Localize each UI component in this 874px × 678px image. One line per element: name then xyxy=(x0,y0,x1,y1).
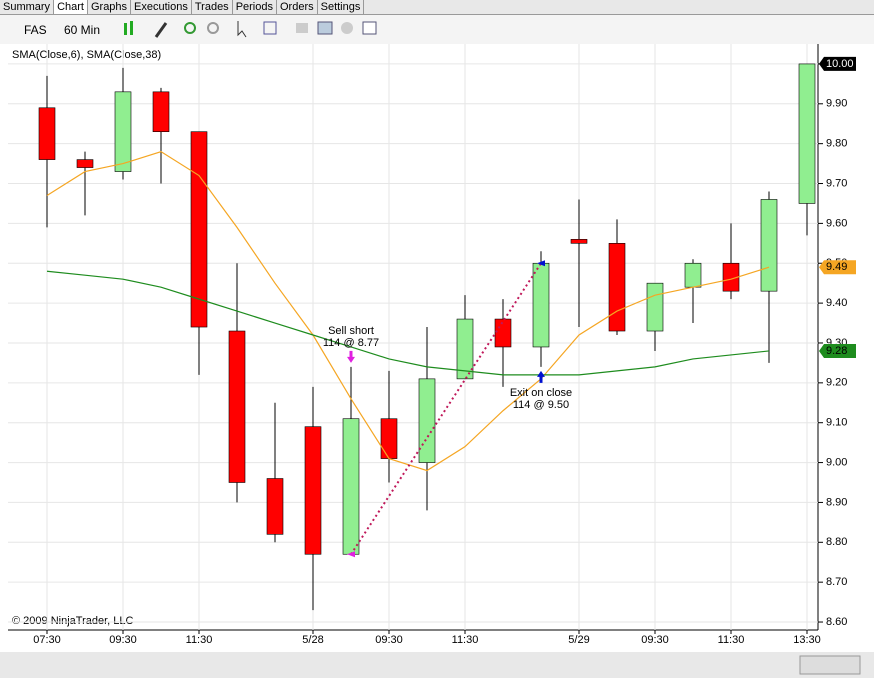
x-tick-label: 5/28 xyxy=(302,634,323,646)
icon[interactable] xyxy=(184,22,196,34)
scroll-thumb[interactable] xyxy=(799,655,861,675)
candle-body xyxy=(684,262,702,288)
tab[interactable]: Orders xyxy=(277,0,318,14)
icon[interactable] xyxy=(296,23,308,33)
candle-body xyxy=(228,330,246,483)
y-tick-label: 9.10 xyxy=(826,417,847,429)
x-tick-label: 5/29 xyxy=(568,634,589,646)
x-tick-label: 11:30 xyxy=(452,634,479,646)
annotation-sub: 114 @ 8.77 xyxy=(323,337,379,349)
y-tick-label: 9.70 xyxy=(826,177,847,189)
toolbar-icons xyxy=(124,21,377,38)
candle-body xyxy=(494,318,512,348)
x-tick-label: 13:30 xyxy=(793,634,821,646)
copyright: © 2009 NinjaTrader, LLC xyxy=(12,615,133,627)
icon[interactable] xyxy=(207,22,219,34)
candle-body xyxy=(798,63,816,204)
icon[interactable] xyxy=(237,21,247,38)
y-tick-label: 8.80 xyxy=(826,536,847,548)
icon xyxy=(130,21,133,35)
annotation-text: Exit on close xyxy=(510,387,572,399)
candle-body xyxy=(418,378,436,463)
chart: SMA(Close,6), SMA(Close,38) © 2009 Ninja… xyxy=(0,44,874,678)
y-tick-label: 9.60 xyxy=(826,217,847,229)
chart-title: SMA(Close,6), SMA(Close,38) xyxy=(12,49,161,61)
interval[interactable]: 60 Min xyxy=(64,23,101,37)
x-tick-label: 11:30 xyxy=(718,634,745,646)
y-tick-label: 8.70 xyxy=(826,576,847,588)
tab[interactable]: Executions xyxy=(131,0,192,14)
candle-body xyxy=(152,91,170,133)
x-tick-label: 09:30 xyxy=(109,634,137,646)
tab[interactable]: Summary xyxy=(0,0,55,14)
icon[interactable] xyxy=(362,21,377,35)
tab[interactable]: Periods xyxy=(233,0,277,14)
tab-bar: Summary Chart Graphs Executions Trades Period… xyxy=(0,0,874,15)
candle-body xyxy=(342,418,360,555)
icon[interactable] xyxy=(154,22,168,38)
y-tick-label: 8.90 xyxy=(826,496,847,508)
candle-body xyxy=(38,107,56,160)
candle-body xyxy=(76,159,94,168)
price-marker xyxy=(819,343,856,358)
tab[interactable]: Trades xyxy=(192,0,233,14)
annotation-text: Sell short xyxy=(328,325,374,337)
price-marker-label: 9.49 xyxy=(826,261,847,273)
sma-line xyxy=(46,270,770,376)
icon[interactable] xyxy=(341,22,353,34)
icon[interactable] xyxy=(263,21,277,35)
x-tick-label: 07:30 xyxy=(33,634,61,646)
tab[interactable]: Settings xyxy=(318,0,365,14)
price-marker xyxy=(819,56,856,71)
candle-body xyxy=(304,426,322,555)
y-tick-label: 9.40 xyxy=(826,297,847,309)
candle-body xyxy=(266,478,284,535)
candle-body xyxy=(456,318,474,380)
trade-arrow xyxy=(537,370,545,383)
candle-body xyxy=(760,199,778,292)
icon[interactable] xyxy=(124,23,127,35)
price-marker-label: 10.00 xyxy=(826,58,854,70)
y-tick-label: 9.20 xyxy=(826,377,847,389)
candle-body xyxy=(570,239,588,244)
chart-bg xyxy=(0,44,874,652)
price-marker-label: 9.28 xyxy=(826,345,847,357)
toolbar: FAS 60 Min xyxy=(0,15,874,45)
y-tick-label: 9.90 xyxy=(826,98,847,110)
trade-arrow xyxy=(347,350,355,363)
candle-body xyxy=(532,262,550,348)
x-tick-label: 11:30 xyxy=(186,634,213,646)
x-tick-label: 09:30 xyxy=(641,634,669,646)
x-tick-label: 09:30 xyxy=(375,634,403,646)
tab[interactable]: Chart xyxy=(54,0,88,14)
y-tick-label: 9.80 xyxy=(826,138,847,150)
trade-marker xyxy=(537,260,545,267)
annotation-sub: 114 @ 9.50 xyxy=(513,399,569,411)
trade-marker xyxy=(347,551,355,558)
icon[interactable] xyxy=(317,21,333,35)
candle-body xyxy=(380,418,398,459)
candle-body xyxy=(114,91,132,172)
candle-body xyxy=(608,243,626,332)
tab[interactable]: Graphs xyxy=(88,0,132,14)
y-tick-label: 9.00 xyxy=(826,456,847,468)
price-marker xyxy=(819,260,856,275)
instrument[interactable]: FAS xyxy=(24,23,47,37)
sma-line xyxy=(46,150,770,472)
candle-body xyxy=(646,282,664,332)
y-tick-label: 8.60 xyxy=(826,616,847,628)
scrollbar[interactable] xyxy=(0,652,874,678)
